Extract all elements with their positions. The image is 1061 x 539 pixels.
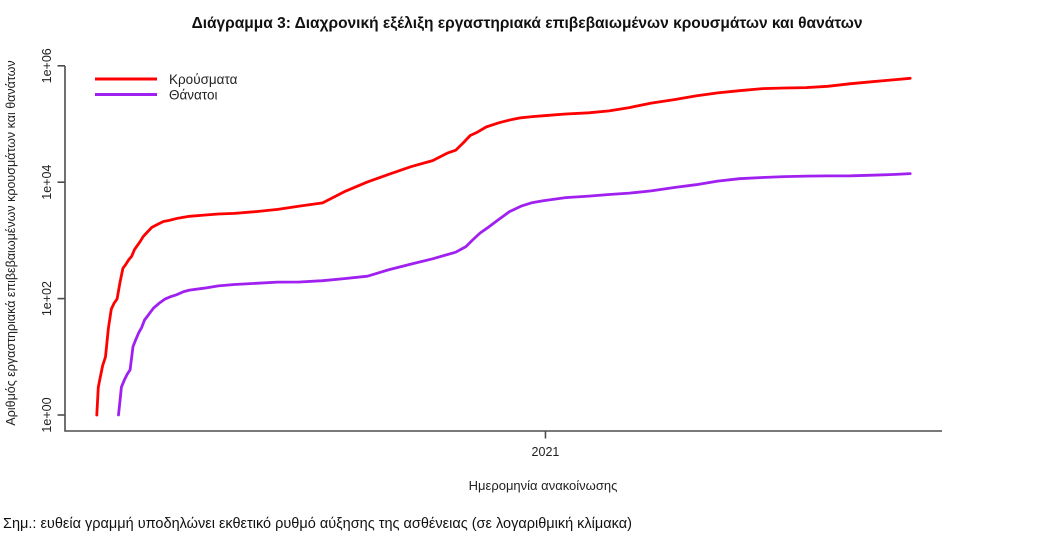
y-axis-ticks: 1e+00 1e+02 1e+04 1e+06 [40,48,65,433]
deaths-line [117,172,912,417]
series-lines [95,76,912,417]
x-axis-ticks: 2021 [532,431,560,459]
y-tick-label: 1e+06 [40,48,54,83]
chart-title: Διάγραμμα 3: Διαχρονική εξέλιξη εργαστηρ… [192,15,863,32]
footnote: Σημ.: ευθεία γραμμή υποδηλώνει εκθετικό … [3,516,632,532]
y-axis-title: Αριθμός εργαστηριακά επιβεβαιωμένων κρου… [4,60,18,425]
x-tick-label: 2021 [532,445,560,459]
cases-line [95,76,912,417]
x-axis-title: Ημερομηνία ανακοίνωσης [469,478,618,493]
y-tick-label: 1e+00 [40,397,54,432]
legend-label-cases: Κρούσματα [169,72,238,87]
legend: Κρούσματα Θάνατοι [95,72,238,103]
y-tick-label: 1e+04 [40,165,54,200]
y-tick-label: 1e+02 [40,281,54,316]
axis-lines [64,66,942,432]
legend-label-deaths: Θάνατοι [169,88,218,103]
